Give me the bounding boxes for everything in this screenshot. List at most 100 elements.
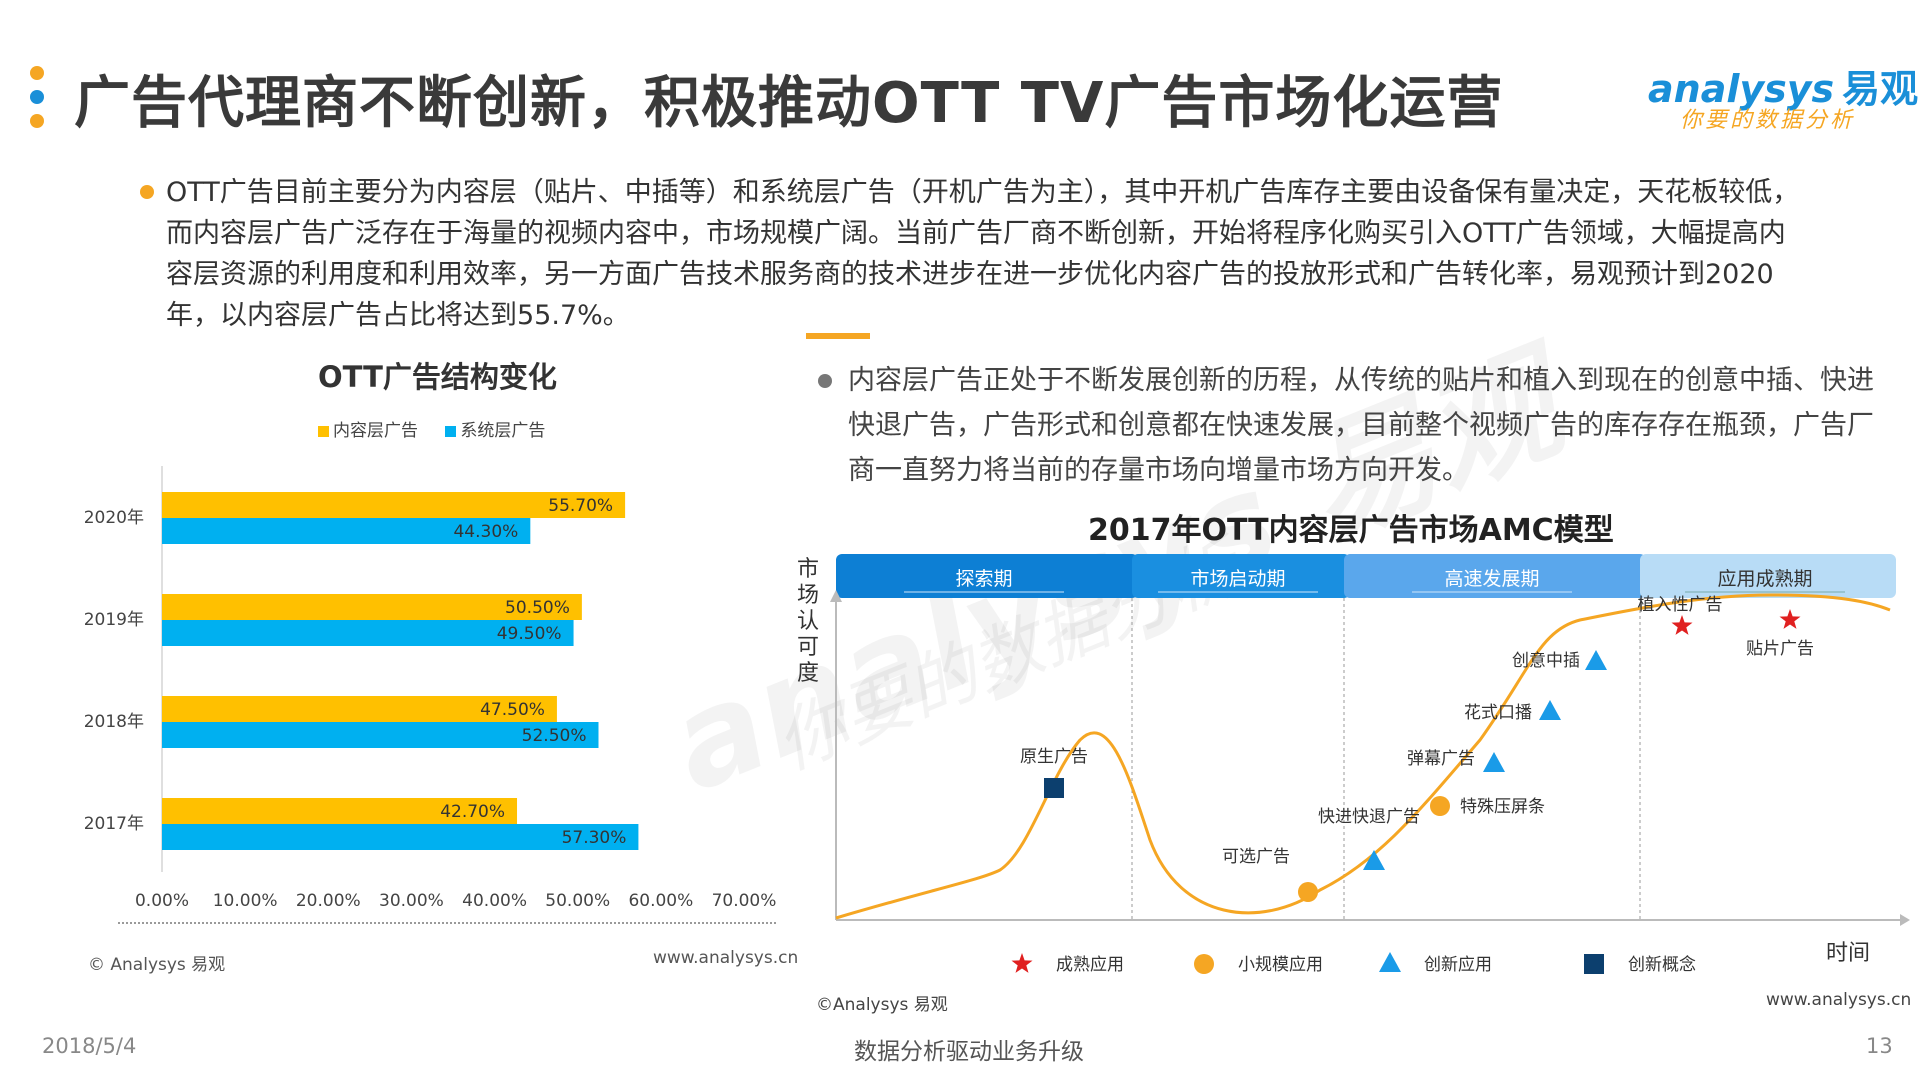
amc-source-right: www.analysys.cn — [1766, 990, 1912, 1010]
bar-category-label: 2018年 — [84, 712, 144, 732]
amc-legend-label: 小规模应用 — [1238, 955, 1323, 975]
amc-point-label: 快进快退广告 — [1318, 807, 1420, 827]
y-axis-label-char: 度 — [797, 661, 819, 686]
bar-x-tick-label: 0.00% — [135, 891, 189, 911]
header-dot-1 — [30, 66, 44, 80]
bar-data-label: 49.50% — [497, 624, 562, 644]
x-axis-label: 时间 — [1826, 941, 1870, 966]
bar-data-label: 50.50% — [505, 598, 570, 618]
stage-label: 应用成熟期 — [1717, 568, 1812, 590]
bar-data-label: 42.70% — [440, 802, 505, 822]
detail-paragraph: 内容层广告正处于不断发展创新的历程，从传统的贴片和植入到现在的创意中插、快进快退… — [848, 365, 1874, 486]
logo-cn: 易观 — [1842, 67, 1919, 111]
bar-category-label: 2019年 — [84, 610, 144, 630]
amc-point-label: 原生广告 — [1020, 747, 1088, 767]
header-dot-3 — [30, 114, 44, 128]
footer-date: 2018/5/4 — [42, 1034, 137, 1058]
amc-point-marker — [1363, 850, 1385, 870]
bar-content — [162, 798, 518, 824]
legend-label-system: 系统层广告 — [460, 421, 546, 441]
bar-category-label: 2017年 — [84, 814, 144, 834]
stage-band — [1344, 554, 1646, 598]
footer-slogan: 数据分析驱动业务升级 — [854, 1039, 1084, 1065]
analysys-logo: analysys 易观 — [1648, 58, 1918, 113]
amc-point-marker — [1671, 615, 1693, 635]
amc-curve — [835, 593, 1891, 920]
legend-item-content: 内容层广告 — [318, 421, 418, 441]
highlight-underline — [806, 333, 870, 339]
amc-source-left: ©Analysys 易观 — [816, 995, 948, 1015]
amc-point-marker — [1430, 796, 1450, 816]
bar-category-label: 2020年 — [84, 508, 144, 528]
stage-label: 市场启动期 — [1190, 568, 1285, 590]
bar-x-tick-label: 70.00% — [712, 891, 777, 911]
bar-x-tick-label: 20.00% — [296, 891, 361, 911]
bar-source-left: © Analysys 易观 — [88, 955, 226, 975]
amc-point-label: 可选广告 — [1222, 847, 1290, 867]
bar-data-label: 55.70% — [548, 496, 613, 516]
bar-system — [162, 518, 531, 544]
amc-legend-marker — [1379, 952, 1401, 972]
page-number: 13 — [1866, 1034, 1893, 1058]
header-dot-2 — [30, 90, 44, 104]
stage-band — [1640, 554, 1896, 598]
logo-slogan: 你要的数据分析 — [1680, 108, 1856, 133]
amc-point-label: 弹幕广告 — [1407, 749, 1475, 769]
bar-chart-title: OTT广告结构变化 — [318, 360, 557, 394]
stage-label: 探索期 — [955, 568, 1012, 590]
bar-data-label: 47.50% — [480, 700, 545, 720]
page-title: 广告代理商不断创新，积极推动OTT TV广告市场化运营 — [74, 71, 1504, 136]
amc-point-label: 植入性广告 — [1638, 595, 1723, 615]
bar-source-right: www.analysys.cn — [653, 948, 799, 968]
bar-chart: 2020年 55.70% 44.30% 2019年 50.50% 49.50% 2018年 4… — [84, 466, 777, 911]
amc-point-marker — [1298, 882, 1318, 902]
amc-point-marker — [1539, 700, 1561, 720]
chart-divider — [118, 922, 776, 924]
bar-x-tick-label: 60.00% — [628, 891, 693, 911]
amc-legend-marker — [1194, 954, 1214, 974]
bar-chart-legend: 内容层广告 系统层广告 — [318, 416, 567, 441]
legend-swatch-content — [318, 425, 329, 437]
legend-swatch-system — [445, 425, 457, 437]
y-axis-label-char: 可 — [797, 635, 819, 660]
bar-data-label: 44.30% — [453, 522, 518, 542]
header-dots — [30, 66, 46, 138]
x-axis-arrow — [1900, 914, 1910, 926]
logo-initial: a — [1648, 67, 1674, 111]
y-axis-label-char: 认 — [797, 609, 819, 634]
amc-chart-title: 2017年OTT内容层广告市场AMC模型 — [1088, 513, 1614, 548]
amc-legend-marker — [1011, 953, 1033, 973]
legend-item-system: 系统层广告 — [445, 421, 545, 441]
stage-label: 高速发展期 — [1444, 568, 1539, 590]
bar-content — [162, 696, 557, 722]
bar-content — [162, 594, 582, 620]
amc-point-label: 花式口播 — [1464, 703, 1532, 723]
bar-system — [162, 620, 574, 646]
amc-point-label: 创意中插 — [1512, 651, 1580, 671]
amc-point-marker — [1779, 609, 1801, 629]
stage-band — [1132, 554, 1350, 598]
bar-content — [162, 492, 626, 518]
amc-legend-label: 创新概念 — [1628, 954, 1696, 975]
bar-x-tick-label: 10.00% — [213, 891, 278, 911]
bar-system — [162, 722, 599, 748]
y-axis-label-char: 场 — [797, 583, 819, 608]
amc-legend-marker — [1584, 954, 1604, 974]
amc-point-marker — [1585, 650, 1607, 670]
y-axis-arrow — [830, 590, 842, 602]
logo-text: nalysys — [1673, 67, 1835, 111]
amc-point-marker — [1483, 752, 1505, 772]
bullet-icon — [140, 185, 154, 199]
amc-legend-label: 成熟应用 — [1056, 954, 1124, 975]
amc-point-marker — [1044, 778, 1064, 798]
amc-point-label: 贴片广告 — [1746, 639, 1814, 659]
bar-data-label: 57.30% — [562, 828, 627, 848]
amc-legend-label: 创新应用 — [1424, 955, 1492, 975]
amc-point-label: 特殊压屏条 — [1460, 797, 1545, 817]
legend-label-content: 内容层广告 — [333, 421, 418, 441]
bar-x-tick-label: 50.00% — [545, 891, 610, 911]
bar-system — [162, 824, 639, 850]
intro-paragraph: OTT广告目前主要分为内容层（贴片、中插等）和系统层广告（开机广告为主），其中开… — [166, 177, 1800, 331]
bar-x-tick-label: 30.00% — [379, 891, 444, 911]
